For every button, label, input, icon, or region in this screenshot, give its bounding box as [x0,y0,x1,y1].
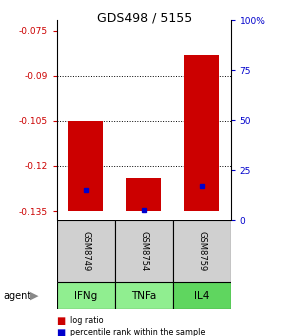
Text: percentile rank within the sample: percentile rank within the sample [70,328,205,336]
Bar [57,282,115,309]
Text: GSM8759: GSM8759 [197,231,206,271]
Bar [126,178,161,211]
Text: GSM8749: GSM8749 [81,231,90,271]
Text: IFNg: IFNg [74,291,97,301]
Bar [115,282,173,309]
Bar [184,55,219,211]
Text: ■: ■ [57,316,66,326]
Bar [68,121,103,211]
Bar [173,220,231,282]
Text: agent: agent [3,291,31,301]
Bar [173,282,231,309]
Bar [115,220,173,282]
Text: ▶: ▶ [30,291,39,301]
Bar [57,220,115,282]
Text: GSM8754: GSM8754 [139,231,148,271]
Text: GDS498 / 5155: GDS498 / 5155 [97,12,193,25]
Text: log ratio: log ratio [70,317,103,325]
Text: ■: ■ [57,328,66,336]
Text: IL4: IL4 [194,291,209,301]
Text: TNFa: TNFa [131,291,156,301]
